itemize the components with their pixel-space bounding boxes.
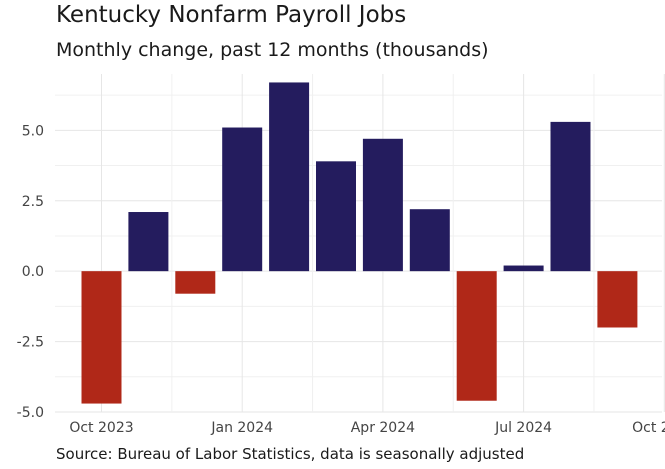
y-axis-ticks: -5.0 -2.5 0.0 2.5 5.0 [17, 123, 44, 421]
bar-2023-11 [128, 212, 169, 272]
bar-2024-09 [597, 271, 638, 328]
bar-2024-03 [316, 161, 356, 272]
x-tick-label: Jul 2024 [494, 420, 552, 436]
bar-2023-12 [175, 271, 216, 294]
chart-caption: Source: Bureau of Labor Statistics, data… [56, 445, 525, 463]
y-tick-label: 2.5 [22, 194, 44, 210]
bar-2024-04 [362, 138, 403, 272]
bar-2023-10 [81, 271, 122, 404]
x-tick-label: Jan 2024 [210, 420, 273, 436]
bars [81, 82, 638, 404]
x-tick-label: Oct 2023 [69, 420, 133, 436]
bar-2024-07 [503, 265, 544, 272]
bar-2024-02 [269, 82, 310, 272]
chart-title: Kentucky Nonfarm Payroll Jobs [56, 2, 407, 28]
bar-2024-08 [550, 121, 591, 272]
x-tick-label: Oct 2024 [632, 420, 665, 436]
y-tick-label: 0.0 [22, 264, 44, 280]
bar-2024-06 [456, 271, 497, 401]
bar-2024-01 [222, 127, 263, 272]
x-axis-ticks: Oct 2023 Jan 2024 Apr 2024 Jul 2024 Oct 2024 [69, 420, 665, 436]
y-tick-label: -5.0 [17, 405, 44, 421]
bar-2024-05 [409, 209, 450, 272]
chart-subtitle: Monthly change, past 12 months (thousand… [56, 39, 489, 61]
x-tick-label: Apr 2024 [351, 420, 415, 436]
y-tick-label: 5.0 [22, 123, 44, 139]
y-tick-label: -2.5 [17, 335, 44, 351]
